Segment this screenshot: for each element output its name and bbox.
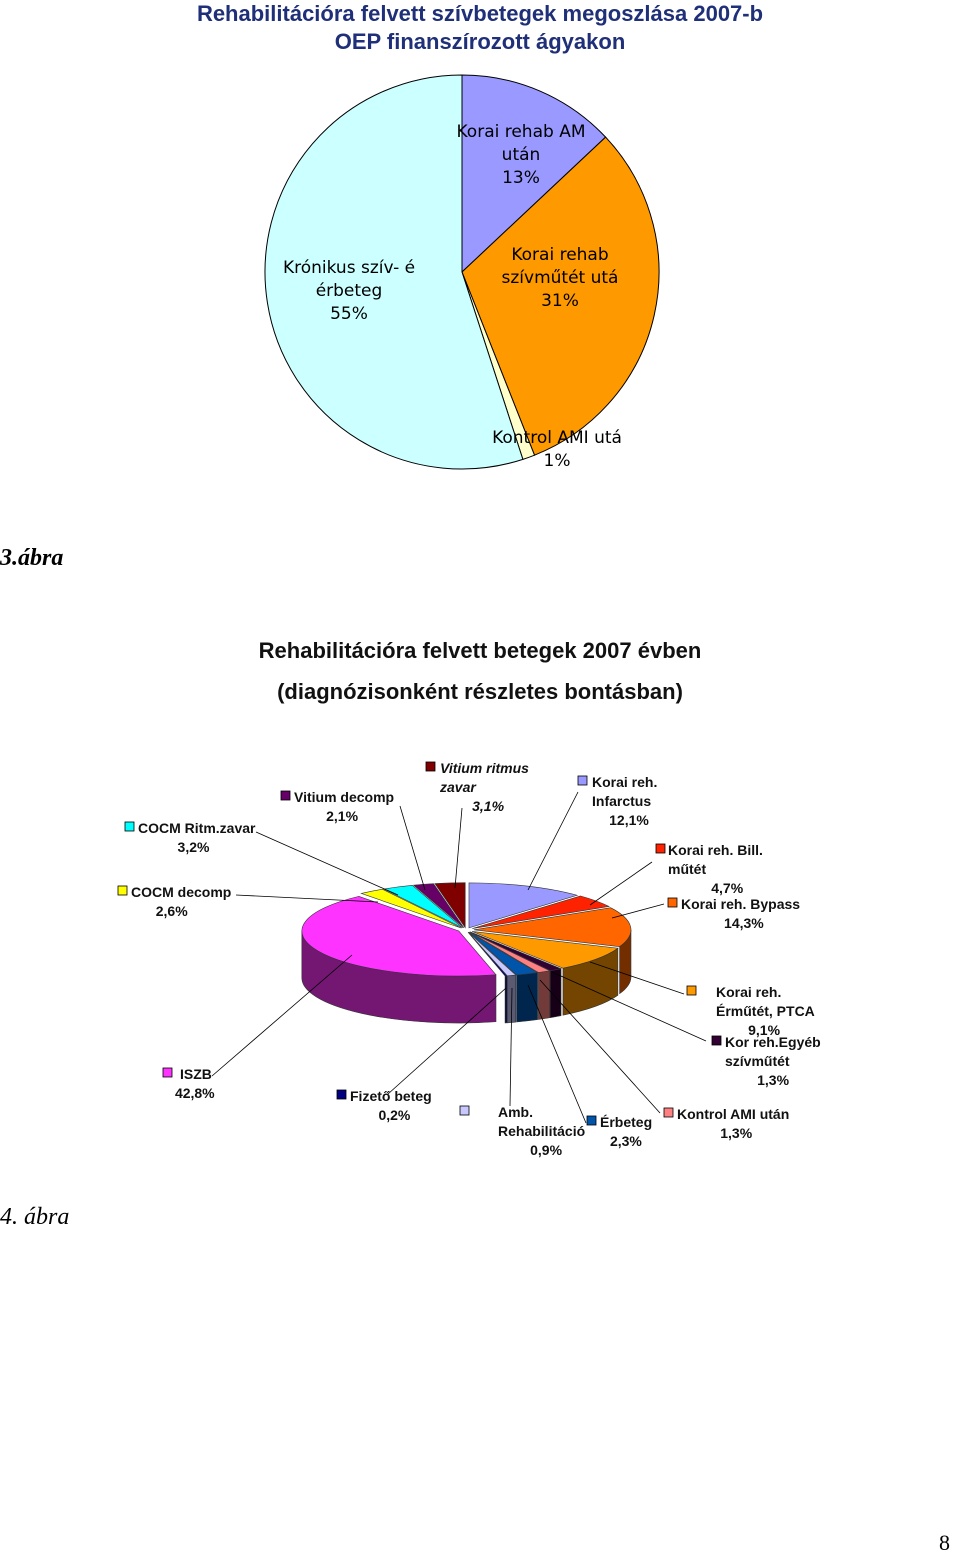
pie2-legend-swatch-10 [117, 885, 128, 896]
chart1-pie: Korai rehab AM után 13% Korai rehab szívműté… [264, 74, 660, 471]
pie2-slice-3 [472, 931, 619, 969]
pie2-value-0: 12,1% [609, 812, 649, 828]
pie2-legend-swatch-13 [425, 761, 436, 772]
pie2-label-11: COCM Ritm.zavar [138, 820, 256, 836]
chart1-title-line2: OEP finanszírozott ágyakon [334, 29, 626, 54]
pie2-legend-swatch-12 [280, 790, 291, 801]
pie2-leader-3 [589, 961, 685, 995]
pie2-value-4: 1,3% [757, 1072, 789, 1088]
pie2-slice-2 [473, 907, 632, 947]
pie2-value-3: 9,1% [748, 1022, 780, 1038]
pie2-value-12: 2,1% [326, 808, 358, 824]
pie2-leader-0 [527, 791, 579, 891]
pie2-label-0: Korai reh. Infarctus [592, 774, 657, 809]
pie2-legend-swatch-9 [162, 1067, 173, 1078]
pie2-wall-8-7 [504, 975, 508, 1024]
pie2-value-11: 3,2% [178, 839, 210, 855]
chart2-title-line2: (diagnózisonként részletes bontásban) [277, 679, 683, 704]
chart1-title-line1: Rehabilitációra felvett szívbetegek mego… [196, 1, 764, 26]
pie1-slice-3 [264, 74, 524, 470]
pie2-value-7: 0,9% [530, 1142, 562, 1158]
pie2-legend-swatch-11 [124, 821, 135, 832]
pie2-slice-4 [470, 931, 563, 971]
pie1-label-1: Korai rehab szívműtét utá 31% [502, 245, 619, 311]
pie2-slice-5 [469, 931, 551, 973]
pie2-leader-6 [527, 984, 587, 1124]
pie2-legend-swatch-5 [663, 1107, 674, 1118]
pie2-slice-6 [468, 931, 539, 976]
pie2-value-1: 4,7% [711, 880, 743, 896]
pie2-slice-8 [467, 932, 508, 977]
pie2-label-10: COCM decomp [131, 884, 231, 900]
pie2-wall-5-4 [538, 970, 551, 1020]
figure-caption-4: 4. ábra [0, 1204, 70, 1230]
pie2-value-10: 2,6% [156, 903, 188, 919]
pie2-label-5: Kontrol AMI után [677, 1106, 789, 1122]
pie2-value-6: 2,3% [610, 1133, 642, 1149]
pie2-value-9: 42,8% [175, 1085, 215, 1101]
pie2-leader-5 [539, 979, 661, 1114]
pie2-leader-12 [399, 805, 426, 891]
pie2-label-13: Vitium ritmus zavar [439, 760, 529, 795]
chart2-pie-3d: Korai reh. Infarctus 12,1% Korai reh. Bill.… [117, 760, 821, 1158]
pie1-label-0: Korai rehab AM után 13% [457, 122, 586, 188]
pie2-leader-10 [235, 894, 379, 903]
pie2-label-8: Fizető beteg [350, 1088, 432, 1104]
pie2-wall-6-5 [516, 972, 538, 1023]
pie2-slice-13 [434, 882, 466, 929]
pie2-leader-11 [255, 831, 399, 896]
chart1-title: Rehabilitációra felvett szívbetegek mego… [120, 0, 840, 56]
pie2-leader-8 [387, 987, 507, 1095]
pie2-legend-swatch-6 [586, 1115, 597, 1126]
pie2-legend-swatch-3 [686, 985, 697, 996]
pie2-label-7: Amb. Rehabilitáció [498, 1104, 585, 1139]
page-number: 8 [939, 1530, 950, 1555]
pie2-slice-10 [360, 888, 462, 929]
pie2-label-2: Korai reh. Bypass [681, 896, 800, 912]
pie2-leader-1 [589, 861, 653, 906]
pie2-legend-swatch-1 [655, 843, 666, 854]
pie2-value-8: 0,2% [378, 1107, 410, 1123]
pie2-legend-swatch-2 [667, 897, 678, 908]
pie2-leader-13 [454, 807, 463, 889]
pie2-leader-7 [509, 987, 513, 1107]
pie2-legend-swatch-8 [336, 1089, 347, 1100]
chart2-title-line1: Rehabilitációra felvett betegek 2007 évb… [258, 638, 702, 663]
pie2-legend-swatch-7 [459, 1105, 470, 1116]
pie2-label-4: Kor reh.Egyéb szívműtét [725, 1034, 821, 1069]
pie2-leader-4 [551, 971, 707, 1042]
figure-caption-3: 3.ábra [0, 545, 64, 571]
pie2-legend-swatch-0 [577, 775, 588, 786]
pie2-value-2: 14,3% [724, 915, 764, 931]
pie1-slice-1 [461, 136, 660, 456]
pie2-legend-swatch-4 [711, 1035, 722, 1046]
pie2-leader-9 [211, 954, 353, 1077]
pie1-slice-0 [461, 74, 607, 274]
pie1-label-3: Krónikus szív- é érbeteg 55% [283, 258, 415, 324]
pie2-label-9: ISZB [180, 1066, 212, 1082]
pie2-slice-0 [468, 882, 579, 929]
pie2-label-12: Vitium decomp [294, 789, 394, 805]
pie1-label-2: Kontrol AMI utá 1% [492, 428, 622, 471]
pie2-label-3: Korai reh. Érműtét, PTCA [716, 984, 815, 1019]
pie2-leader-2 [611, 903, 665, 919]
pie2-value-13: 3,1% [472, 798, 504, 814]
pie2-label-6: Érbeteg [600, 1114, 652, 1130]
pie2-label-1: Korai reh. Bill. műtét [668, 842, 763, 877]
pie2-value-5: 1,3% [720, 1125, 752, 1141]
